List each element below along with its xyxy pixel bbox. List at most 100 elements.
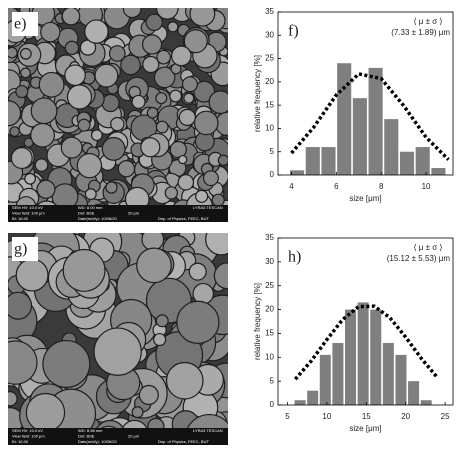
y-axis-label: relative frequency [%] <box>253 55 262 132</box>
grain <box>9 126 20 137</box>
grain <box>142 55 160 74</box>
bar <box>431 168 446 175</box>
info-text: 20 μm <box>128 211 140 216</box>
y-tick-label: 25 <box>265 281 274 290</box>
grain <box>66 84 93 110</box>
y-tick-label: 15 <box>265 329 274 338</box>
grain <box>61 8 81 26</box>
grain <box>62 248 106 292</box>
y-tick-label: 10 <box>265 352 274 361</box>
grain <box>34 158 49 173</box>
grain <box>189 8 216 27</box>
sem-image: g) SEM HV: 10.0 kV WD: 8.98 mm LYRA3 TESCAN… <box>8 233 228 445</box>
grain <box>181 76 199 93</box>
grain <box>122 8 142 19</box>
panel-label: f) <box>288 23 299 40</box>
bar <box>319 354 331 405</box>
grain <box>8 291 33 320</box>
annotation: ⟨ μ ± σ ⟩ <box>413 243 442 252</box>
grain <box>193 110 219 136</box>
grain <box>193 80 216 103</box>
grain <box>94 63 119 88</box>
grain <box>131 94 146 110</box>
bar <box>305 147 320 175</box>
plot-frame <box>277 237 454 406</box>
bar <box>382 342 394 405</box>
info-text: SEM HV: 10.0 kV <box>12 205 43 210</box>
y-tick-label: 30 <box>265 257 274 266</box>
grain <box>153 332 167 347</box>
bar <box>399 151 415 175</box>
grain <box>183 29 208 54</box>
grain <box>176 300 220 344</box>
grain <box>15 258 49 292</box>
x-tick-label: 4 <box>289 182 294 191</box>
bar <box>395 354 407 405</box>
grain <box>30 97 58 125</box>
grain <box>120 54 141 76</box>
x-tick-label: 10 <box>322 412 331 421</box>
info-text: Det: BSE <box>78 211 95 216</box>
grain <box>138 384 159 406</box>
grain <box>156 49 171 65</box>
grain <box>165 361 204 400</box>
bar <box>415 147 430 175</box>
grain <box>110 116 125 132</box>
y-tick-label: 30 <box>265 30 274 39</box>
panel-label: g) <box>14 241 27 258</box>
grain <box>167 21 179 33</box>
info-text: BI: 16.00 <box>12 216 29 221</box>
x-tick-label: 20 <box>401 412 410 421</box>
bar <box>294 400 306 405</box>
grain <box>8 340 38 385</box>
grain <box>145 13 163 32</box>
grain <box>178 108 196 127</box>
grain <box>155 120 169 134</box>
x-tick-label: 15 <box>362 412 371 421</box>
grain <box>77 118 91 132</box>
grain <box>164 186 178 200</box>
bar <box>337 63 352 175</box>
grain <box>183 92 195 104</box>
info-text: Dep. of Physics, FEEC, BUT <box>158 216 209 221</box>
texture <box>8 8 228 222</box>
info-text: WD: 8.98 mm <box>78 428 103 433</box>
grain <box>76 152 103 179</box>
y-tick-label: 25 <box>265 54 274 63</box>
grain <box>101 93 120 113</box>
grain <box>153 66 176 89</box>
plot-frame <box>277 11 454 176</box>
x-tick-label: 10 <box>422 182 431 191</box>
bar <box>321 147 336 175</box>
grain <box>103 8 131 30</box>
info-text: Date(m/d/y): 10/06/20 <box>78 216 117 221</box>
x-tick-label: 6 <box>334 182 339 191</box>
grain <box>90 129 103 142</box>
grain <box>84 188 97 201</box>
info-text: WD: 8.00 mm <box>78 205 103 210</box>
bar <box>290 170 305 175</box>
grain <box>141 233 165 251</box>
grain <box>205 233 228 256</box>
grain <box>64 40 80 56</box>
y-tick-label: 20 <box>265 77 274 86</box>
grain <box>208 90 228 115</box>
x-tick-label: 25 <box>441 412 450 421</box>
y-tick-label: 0 <box>270 170 275 179</box>
grain <box>140 137 161 158</box>
annotation: ⟨ μ ± σ ⟩ <box>413 17 442 26</box>
x-axis-label: size [μm] <box>349 424 381 433</box>
grain <box>25 392 66 433</box>
bar <box>420 400 432 405</box>
grain <box>8 46 18 59</box>
y-tick-label: 15 <box>265 100 274 109</box>
grain <box>105 181 118 194</box>
info-text: 20 μm <box>128 434 140 439</box>
bar <box>408 381 420 405</box>
grain <box>141 34 163 55</box>
info-text: View field: 100 μm <box>12 211 45 216</box>
info-text: View field: 100 μm <box>12 434 45 439</box>
grain <box>214 111 228 136</box>
bar <box>345 309 357 405</box>
